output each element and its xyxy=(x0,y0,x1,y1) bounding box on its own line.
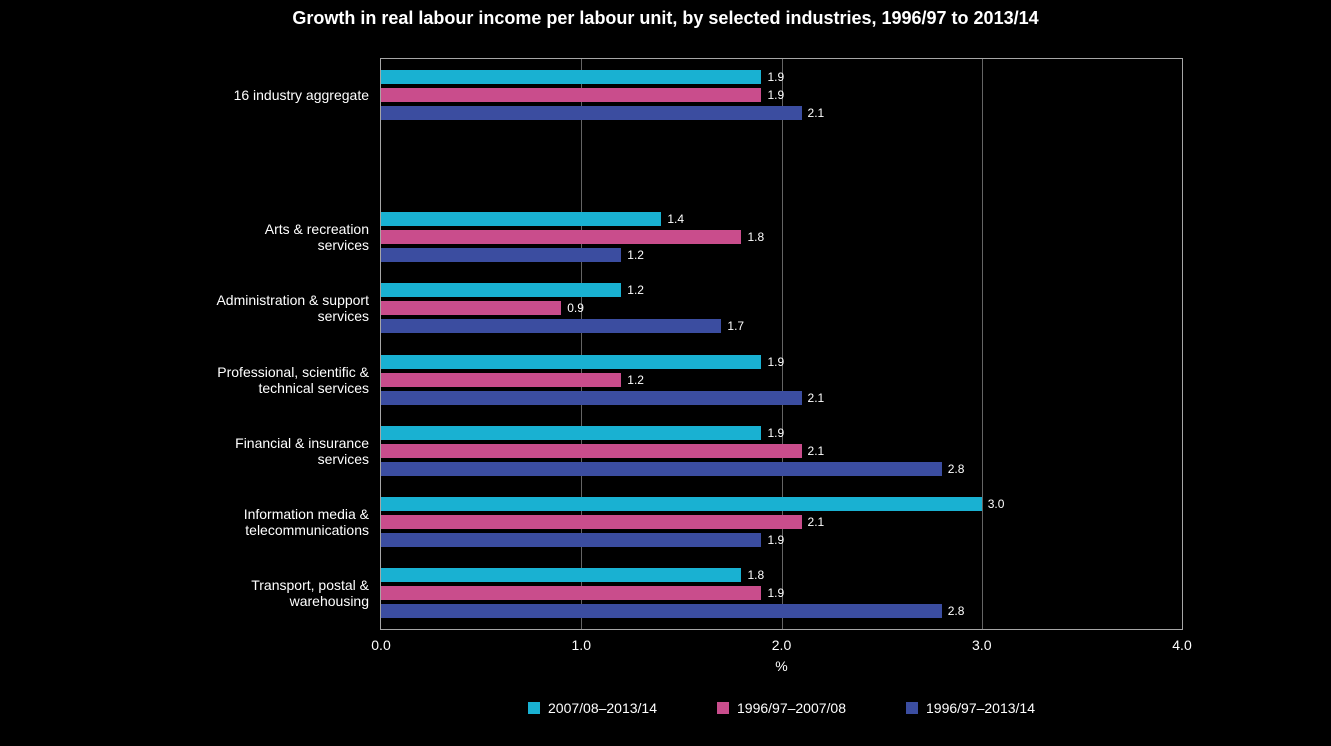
bar-value-label: 2.1 xyxy=(802,444,825,458)
y-category-label-line2: warehousing xyxy=(251,593,369,609)
bar-s1 xyxy=(381,88,761,102)
y-category-label-line2: telecommunications xyxy=(244,522,369,538)
legend-label: 1996/97–2007/08 xyxy=(737,700,846,716)
bar-s1 xyxy=(381,301,561,315)
bar-value-label: 2.1 xyxy=(802,391,825,405)
bar-s0 xyxy=(381,568,741,582)
y-category-label-line2: services xyxy=(216,308,369,324)
y-category-label: Transport, postal &warehousing xyxy=(251,577,381,609)
bar-s1 xyxy=(381,444,802,458)
y-category-label-line1: Administration & support xyxy=(216,292,369,308)
gridline xyxy=(982,59,983,629)
y-category-label: Administration & supportservices xyxy=(216,292,381,324)
y-category-label-line1: Transport, postal & xyxy=(251,577,369,593)
y-category-label-line1: 16 industry aggregate xyxy=(234,87,369,103)
plot-area: 0.01.02.03.04.016 industry aggregate1.91… xyxy=(380,58,1183,630)
x-tick-label: 2.0 xyxy=(772,637,791,653)
bar-value-label: 1.2 xyxy=(621,373,644,387)
x-tick-label: 1.0 xyxy=(572,637,591,653)
bar-s0 xyxy=(381,212,661,226)
bar-value-label: 2.8 xyxy=(942,462,965,476)
bar-value-label: 1.2 xyxy=(621,248,644,262)
y-category-label-line1: Arts & recreation xyxy=(265,221,369,237)
x-tick-label: 0.0 xyxy=(371,637,390,653)
chart-title: Growth in real labour income per labour … xyxy=(0,8,1331,29)
bar-s2 xyxy=(381,533,761,547)
y-category-label: 16 industry aggregate xyxy=(234,87,381,103)
y-category-label: Arts & recreationservices xyxy=(265,221,381,253)
bar-s1 xyxy=(381,515,802,529)
bar-value-label: 2.1 xyxy=(802,515,825,529)
y-category-label: Information media &telecommunications xyxy=(244,506,381,538)
bar-value-label: 1.9 xyxy=(761,355,784,369)
bar-value-label: 3.0 xyxy=(982,497,1005,511)
bar-value-label: 1.4 xyxy=(661,212,684,226)
x-tick-label: 3.0 xyxy=(972,637,991,653)
y-category-label-line2: services xyxy=(235,451,369,467)
bar-value-label: 1.9 xyxy=(761,586,784,600)
y-category-label: Professional, scientific &technical serv… xyxy=(217,364,381,396)
bar-s2 xyxy=(381,106,802,120)
bar-s1 xyxy=(381,230,741,244)
bar-s0 xyxy=(381,283,621,297)
bar-value-label: 1.2 xyxy=(621,283,644,297)
bar-value-label: 1.8 xyxy=(741,230,764,244)
legend-item: 1996/97–2013/14 xyxy=(906,700,1035,716)
bar-s2 xyxy=(381,391,802,405)
x-tick-label: 4.0 xyxy=(1172,637,1191,653)
legend: 2007/08–2013/14 1996/97–2007/08 1996/97–20… xyxy=(380,700,1183,716)
legend-swatch xyxy=(528,702,540,714)
y-category-label-line1: Information media & xyxy=(244,506,369,522)
legend-label: 1996/97–2013/14 xyxy=(926,700,1035,716)
bar-s2 xyxy=(381,248,621,262)
y-category-label-line1: Financial & insurance xyxy=(235,435,369,451)
legend-item: 1996/97–2007/08 xyxy=(717,700,846,716)
y-category-label-line1: Professional, scientific & xyxy=(217,364,369,380)
bar-value-label: 2.1 xyxy=(802,106,825,120)
bar-value-label: 1.7 xyxy=(721,319,744,333)
y-category-label-line2: technical services xyxy=(217,380,369,396)
legend-label: 2007/08–2013/14 xyxy=(548,700,657,716)
bar-value-label: 2.8 xyxy=(942,604,965,618)
y-category-label: Financial & insuranceservices xyxy=(235,435,381,467)
legend-item: 2007/08–2013/14 xyxy=(528,700,657,716)
y-category-label-line2: services xyxy=(265,237,369,253)
bar-value-label: 1.8 xyxy=(741,568,764,582)
bar-value-label: 1.9 xyxy=(761,70,784,84)
bar-value-label: 1.9 xyxy=(761,88,784,102)
bar-value-label: 0.9 xyxy=(561,301,584,315)
bar-s1 xyxy=(381,373,621,387)
bar-s0 xyxy=(381,355,761,369)
legend-swatch xyxy=(906,702,918,714)
bar-s2 xyxy=(381,462,942,476)
bar-value-label: 1.9 xyxy=(761,533,784,547)
bar-s0 xyxy=(381,70,761,84)
chart-canvas: Growth in real labour income per labour … xyxy=(0,0,1331,746)
bar-s2 xyxy=(381,319,721,333)
bar-s2 xyxy=(381,604,942,618)
bar-s0 xyxy=(381,426,761,440)
x-axis-title: % xyxy=(380,658,1183,674)
legend-swatch xyxy=(717,702,729,714)
bar-value-label: 1.9 xyxy=(761,426,784,440)
bar-s0 xyxy=(381,497,982,511)
bar-s1 xyxy=(381,586,761,600)
